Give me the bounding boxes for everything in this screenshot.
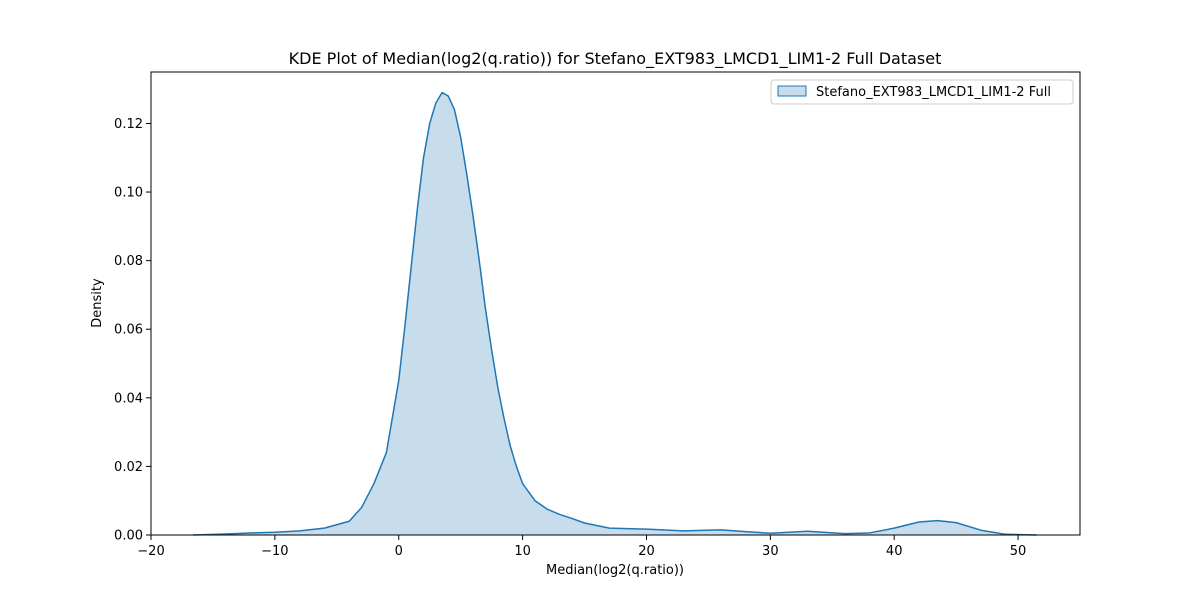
x-tick-label: 40 xyxy=(886,544,903,559)
x-tick-label: 50 xyxy=(1010,544,1027,559)
x-tick-label: 0 xyxy=(395,544,403,559)
y-tick-label: 0.02 xyxy=(114,460,143,475)
plot-area xyxy=(193,91,1037,536)
x-tick-label: −10 xyxy=(261,544,288,559)
y-axis-label: Density xyxy=(90,278,105,328)
density-area-0 xyxy=(193,92,1037,535)
x-axis-label: Median(log2(q.ratio)) xyxy=(546,563,684,578)
y-tick-label: 0.00 xyxy=(114,529,143,544)
y-tick-label: 0.10 xyxy=(114,186,143,201)
x-tick-label: 10 xyxy=(514,544,531,559)
x-tick-label: 20 xyxy=(638,544,655,559)
legend-frame xyxy=(770,79,1074,105)
x-tick-label: 30 xyxy=(762,544,779,559)
y-tick-label: 0.06 xyxy=(114,323,143,338)
axes-frame xyxy=(150,71,1081,536)
y-tick-label: 0.08 xyxy=(114,254,143,269)
legend: Stefano_EXT983_LMCD1_LIM1-2 Full xyxy=(770,79,1074,105)
legend-swatch xyxy=(777,85,807,97)
y-tick-label: 0.04 xyxy=(114,391,143,406)
axes: −20 −10 0 10 20 30 40 50 0.00 0.02 0.04 0.06 0.08 0.1… xyxy=(114,71,1081,559)
density-line-0 xyxy=(193,91,1037,536)
x-tick-label: −20 xyxy=(137,544,164,559)
legend-label: Stefano_EXT983_LMCD1_LIM1-2 Full xyxy=(816,85,1051,100)
y-tick-label: 0.12 xyxy=(114,117,143,132)
chart-title: KDE Plot of Median(log2(q.ratio)) for St… xyxy=(289,49,942,69)
